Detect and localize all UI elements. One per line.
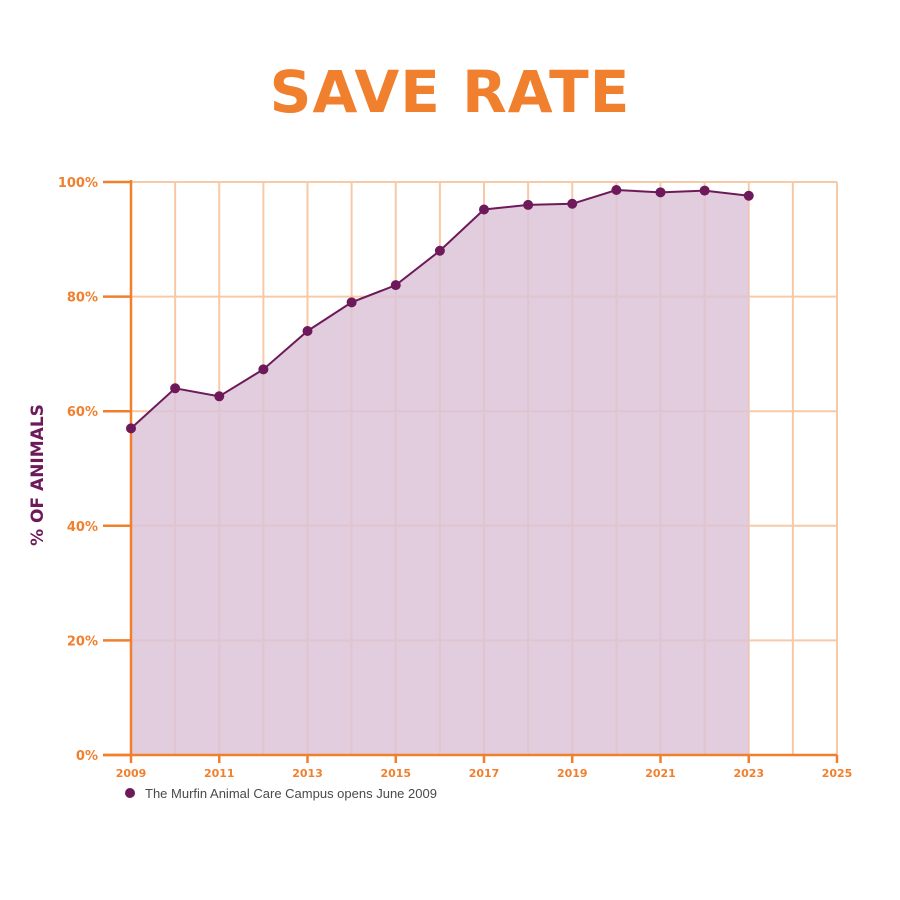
data-point bbox=[302, 325, 313, 336]
axes bbox=[103, 180, 839, 763]
y-tick-label: 60% bbox=[67, 405, 98, 420]
data-point bbox=[567, 198, 578, 209]
annotation-marker bbox=[125, 788, 135, 798]
data-point bbox=[523, 199, 534, 210]
data-point bbox=[611, 185, 622, 196]
data-point bbox=[390, 280, 401, 291]
x-tick-label: 2017 bbox=[469, 767, 500, 780]
data-point bbox=[346, 297, 357, 308]
data-point bbox=[699, 185, 710, 196]
data-point bbox=[479, 204, 489, 215]
y-tick-label: 100% bbox=[58, 176, 98, 191]
data-point bbox=[655, 187, 666, 198]
area-fill bbox=[131, 190, 749, 756]
y-tick-label: 20% bbox=[67, 634, 98, 649]
y-tick-label: 0% bbox=[76, 749, 98, 764]
data-point bbox=[214, 391, 225, 402]
tick-labels: 0% 20% 40% 60% 80% 100% 2009 2011 2013 2015 2017 20… bbox=[58, 176, 852, 780]
x-tick-label: 2015 bbox=[380, 767, 411, 780]
data-points bbox=[126, 185, 754, 434]
data-point bbox=[258, 364, 269, 375]
data-point bbox=[126, 423, 136, 434]
x-tick-label: 2019 bbox=[557, 767, 588, 780]
y-axis-label: % OF ANIMALS bbox=[28, 404, 48, 546]
x-tick-label: 2025 bbox=[822, 767, 853, 780]
data-point bbox=[743, 190, 754, 201]
y-tick-label: 80% bbox=[67, 291, 98, 306]
data-point bbox=[434, 245, 445, 256]
x-tick-label: 2021 bbox=[645, 767, 676, 780]
x-tick-label: 2009 bbox=[116, 767, 147, 780]
x-tick-label: 2023 bbox=[733, 767, 764, 780]
x-tick-label: 2013 bbox=[292, 767, 323, 780]
data-point bbox=[170, 383, 181, 394]
annotation-text: The Murfin Animal Care Campus opens June… bbox=[145, 786, 437, 801]
chart-title: SAVE RATE bbox=[269, 58, 631, 126]
x-tick-label: 2011 bbox=[204, 767, 235, 780]
y-tick-label: 40% bbox=[67, 520, 98, 535]
